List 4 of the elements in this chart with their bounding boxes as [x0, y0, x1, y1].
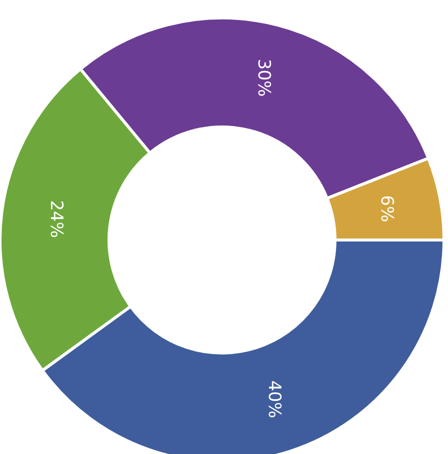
data-label: 6%: [376, 195, 397, 222]
data-label: 30%: [254, 58, 274, 97]
data-label: 40%: [264, 380, 284, 418]
data-label: 24%: [46, 200, 66, 238]
